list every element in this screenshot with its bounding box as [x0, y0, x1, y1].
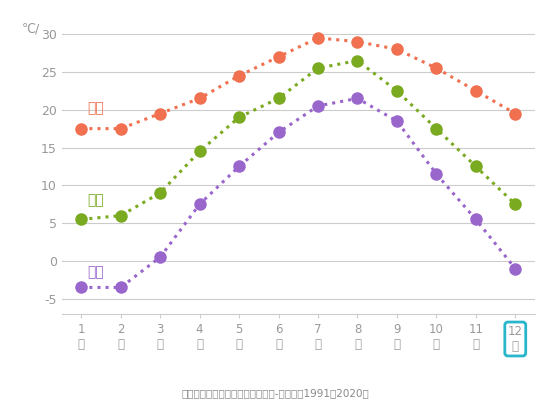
Text: 12
月: 12 月 — [508, 325, 522, 353]
Text: 札幌: 札幌 — [87, 265, 104, 279]
Text: 出典：気象庁　過去の地域データ-平均値（1991～2020）: 出典：気象庁 過去の地域データ-平均値（1991～2020） — [181, 388, 369, 398]
Text: 東京: 東京 — [87, 194, 104, 208]
Text: ℃/: ℃/ — [22, 23, 40, 36]
Text: 那覇: 那覇 — [87, 101, 104, 115]
